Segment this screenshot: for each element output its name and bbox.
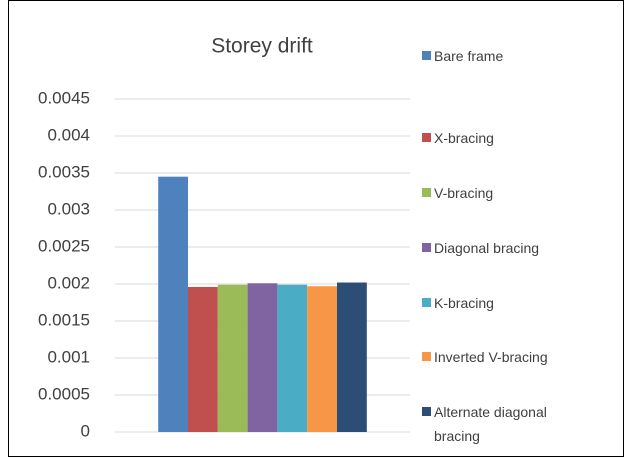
legend-swatch (422, 298, 431, 307)
legend-swatch (422, 243, 431, 252)
bar (158, 176, 188, 432)
bar (337, 282, 367, 432)
y-tick-label: 0.0045 (38, 88, 90, 107)
legend-swatch (422, 133, 431, 142)
y-tick-label: 0.0015 (38, 310, 90, 329)
bar (277, 284, 308, 432)
y-tick-label: 0.0005 (38, 384, 90, 403)
legend-label: K-bracing (434, 295, 494, 311)
legend-swatch (422, 51, 431, 60)
bar (307, 286, 337, 432)
legend-label: Bare frame (434, 48, 504, 64)
legend-label: Alternate diagonal bracing (434, 404, 547, 444)
legend-swatch (422, 188, 431, 197)
legend-label: X-bracing (434, 130, 494, 146)
y-tick-label: 0.003 (47, 199, 90, 218)
bar (247, 283, 278, 432)
legend-label: Diagonal bracing (434, 240, 540, 256)
chart-title: Storey drift (211, 35, 313, 58)
legend-swatch (422, 352, 431, 361)
bar (217, 284, 248, 432)
y-tick-label: 0.002 (47, 273, 90, 292)
y-tick-label: 0 (81, 421, 90, 440)
y-tick-label: 0.0025 (38, 236, 90, 255)
bar (188, 286, 218, 432)
legend-swatch (422, 407, 431, 416)
y-tick-label: 0.001 (47, 347, 90, 366)
chart-border (8, 0, 624, 457)
legend-label: Inverted V-bracing (434, 349, 548, 365)
y-tick-label: 0.004 (47, 125, 90, 144)
legend-label: V-bracing (434, 185, 494, 201)
y-tick-label: 0.0035 (38, 162, 90, 181)
